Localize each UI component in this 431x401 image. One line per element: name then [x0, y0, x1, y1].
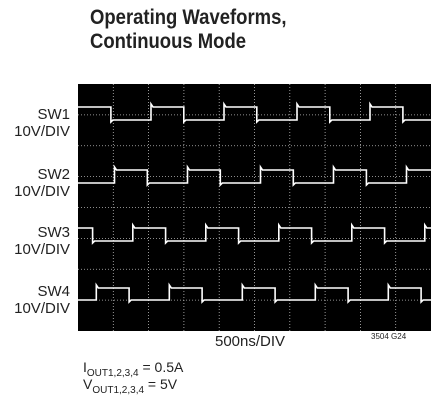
time-scale: 500ns/DIV [215, 333, 285, 350]
channel-name: SW1 [14, 106, 70, 123]
channel-scale: 10V/DIV [14, 300, 70, 317]
note: VOUT1,2,3,4 = 5V [83, 376, 177, 396]
figure-id: 3504 G24 [371, 332, 406, 341]
title-line: Continuous Mode [90, 30, 286, 54]
note-subscript: OUT1,2,3,4 [92, 385, 144, 396]
note-value: = 5V [144, 376, 177, 392]
channel-name: SW4 [14, 283, 70, 300]
channel-scale: 10V/DIV [14, 123, 70, 140]
channel-scale: 10V/DIV [14, 183, 70, 200]
page: Operating Waveforms, Continuous Mode SW1… [0, 0, 431, 401]
scope-screen [78, 84, 431, 331]
title: Operating Waveforms, Continuous Mode [90, 6, 286, 54]
channel-name: SW3 [14, 224, 70, 241]
title-line: Operating Waveforms, [90, 6, 286, 30]
channel-name: SW2 [14, 166, 70, 183]
channel-scale: 10V/DIV [14, 241, 70, 258]
note-symbol: V [83, 376, 92, 392]
note-value: = 0.5A [139, 359, 184, 375]
